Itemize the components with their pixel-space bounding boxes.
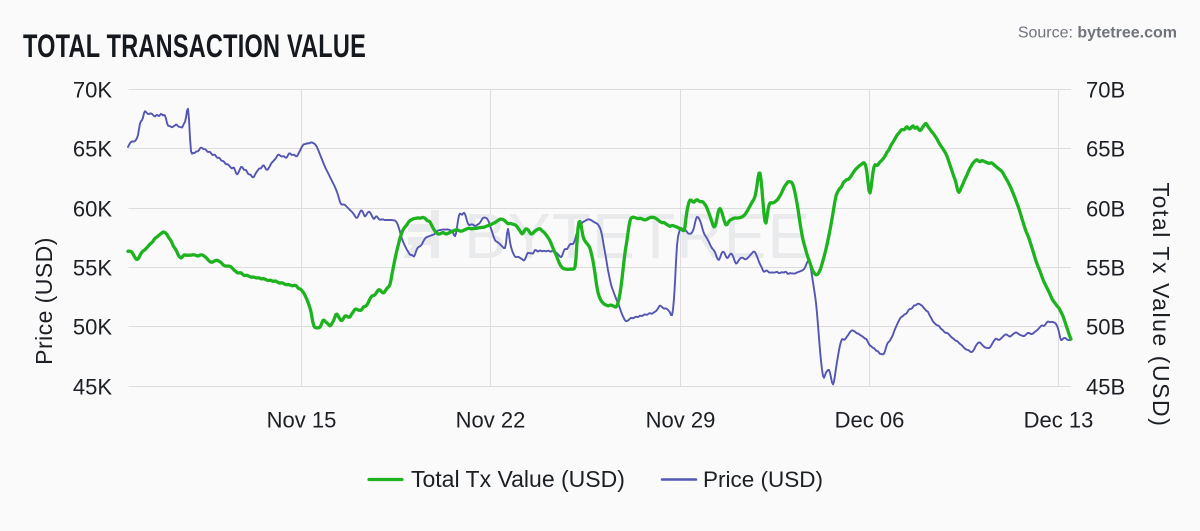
svg-text:45B: 45B bbox=[1086, 375, 1125, 400]
svg-text:50K: 50K bbox=[73, 315, 112, 340]
svg-text:Dec 06: Dec 06 bbox=[835, 408, 905, 433]
svg-text:65B: 65B bbox=[1086, 137, 1125, 162]
svg-text:Nov 22: Nov 22 bbox=[456, 408, 526, 433]
svg-text:60B: 60B bbox=[1086, 197, 1125, 222]
svg-text:Dec 13: Dec 13 bbox=[1024, 408, 1094, 433]
svg-text:Total Tx Value (USD): Total Tx Value (USD) bbox=[1148, 183, 1174, 428]
svg-text:TOTAL TRANSACTION VALUE: TOTAL TRANSACTION VALUE bbox=[23, 29, 366, 64]
svg-text:Nov 15: Nov 15 bbox=[267, 408, 337, 433]
svg-text:70B: 70B bbox=[1086, 78, 1125, 103]
svg-text:Source: bytetree.com: Source: bytetree.com bbox=[1018, 25, 1177, 42]
svg-text:50B: 50B bbox=[1086, 315, 1125, 340]
svg-text:70K: 70K bbox=[73, 78, 112, 103]
svg-text:45K: 45K bbox=[73, 375, 112, 400]
svg-text:65K: 65K bbox=[73, 137, 112, 162]
svg-text:60K: 60K bbox=[73, 197, 112, 222]
svg-text:Nov 29: Nov 29 bbox=[646, 408, 716, 433]
svg-text:Price (USD): Price (USD) bbox=[703, 467, 823, 492]
svg-text:Total Tx Value (USD): Total Tx Value (USD) bbox=[411, 466, 625, 492]
svg-text:Price (USD): Price (USD) bbox=[31, 237, 57, 365]
svg-text:55B: 55B bbox=[1086, 256, 1125, 281]
svg-text:55K: 55K bbox=[73, 256, 112, 281]
